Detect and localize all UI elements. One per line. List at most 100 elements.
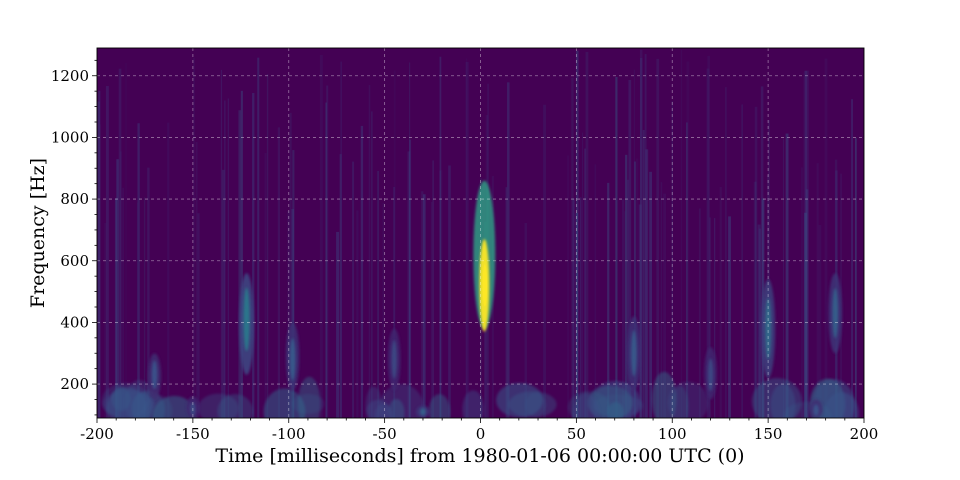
noise-streak: [118, 68, 122, 418]
noise-streak: [753, 181, 757, 418]
noise-streak: [615, 77, 618, 418]
noise-streak: [686, 61, 690, 418]
spectral-features: [148, 180, 843, 418]
low-freq-noise: [671, 386, 689, 418]
noise-streak: [122, 187, 124, 418]
noise-streak: [439, 170, 441, 418]
noise-streak: [238, 110, 242, 418]
noise-streak: [325, 102, 328, 418]
x-tick-label: 50: [567, 425, 586, 443]
noise-streak: [257, 57, 260, 418]
low-freq-noise: [525, 392, 546, 417]
noise-streak: [221, 169, 225, 418]
noise-streak: [220, 69, 223, 418]
noise-streak: [649, 171, 652, 418]
noise-streak: [594, 164, 597, 418]
noise-streak: [644, 54, 647, 418]
noise-streak: [660, 182, 663, 418]
noise-streak: [634, 161, 636, 418]
noise-streak: [524, 222, 528, 418]
x-tick-label: -100: [272, 425, 306, 443]
noise-streak: [382, 202, 385, 418]
low-freq-noise: [297, 376, 321, 418]
noise-streak: [642, 129, 645, 418]
noise-streak: [804, 70, 808, 418]
noise-streak: [628, 80, 632, 418]
noise-streak: [663, 193, 667, 418]
x-axis-label: Time [milliseconds] from 1980-01-06 00:0…: [215, 445, 744, 467]
x-tick-label: -200: [80, 425, 114, 443]
feature-core: [151, 360, 158, 390]
noise-streak: [505, 187, 508, 418]
noise-streak: [195, 141, 198, 418]
noise-streak: [719, 186, 722, 418]
noise-streak: [264, 152, 267, 418]
noise-streak: [292, 150, 295, 418]
feature-4: [828, 273, 843, 354]
noise-streak: [319, 54, 323, 418]
noise-streak: [755, 181, 757, 418]
feature-core: [813, 404, 819, 417]
noise-streak: [639, 49, 643, 418]
feature-2: [761, 279, 776, 378]
noise-streak: [824, 58, 828, 418]
noise-streak: [572, 198, 575, 418]
noise-streak: [340, 61, 342, 418]
noise-streak: [440, 170, 443, 418]
noise-streak: [741, 104, 743, 418]
noise-streak: [785, 133, 789, 418]
noise-streak: [287, 211, 290, 418]
noise-streak: [465, 58, 468, 418]
feature-6: [627, 316, 641, 391]
feature-core: [631, 330, 637, 377]
x-tick-label: 200: [850, 425, 879, 443]
noise-streak: [352, 161, 355, 418]
feature-peak: [482, 264, 488, 307]
noise-streak: [377, 170, 379, 418]
noise-streak: [633, 69, 635, 418]
noise-streak: [782, 138, 784, 418]
noise-streak: [579, 197, 582, 418]
low-freq-noise: [197, 393, 240, 418]
feature-10: [186, 396, 200, 418]
noise-streak: [709, 217, 711, 418]
x-tick-label: 100: [658, 425, 687, 443]
noise-streak: [193, 57, 195, 418]
low-freq-noise: [374, 404, 394, 418]
noise-streak: [289, 112, 292, 418]
noise-streak: [818, 224, 822, 418]
noise-streak: [409, 62, 411, 418]
noise-streak: [758, 228, 762, 418]
noise-streak: [714, 218, 716, 418]
noise-streak: [465, 61, 469, 418]
feature-0: [473, 180, 496, 332]
feature-core: [832, 288, 839, 339]
y-tick-label: 1200: [51, 67, 89, 85]
noise-streak: [421, 191, 424, 418]
noise-streak: [137, 202, 138, 418]
noise-streak: [277, 127, 281, 418]
low-freq-noise: [263, 388, 306, 418]
noise-streak: [622, 199, 625, 418]
noise-streak: [707, 55, 710, 418]
low-freq-noise: [770, 383, 796, 418]
noise-streak: [607, 182, 610, 418]
noise-streak: [432, 160, 434, 418]
y-tick-label: 200: [60, 375, 89, 393]
noise-streak: [114, 198, 117, 418]
noise-streak: [197, 213, 200, 418]
noise-streak: [356, 210, 359, 418]
noise-streak: [448, 165, 451, 418]
x-tick-label: -150: [176, 425, 210, 443]
feature-core: [289, 338, 296, 381]
y-tick-label: 1000: [51, 128, 89, 146]
noise-streak: [805, 189, 809, 418]
noise-streak: [291, 208, 295, 418]
x-tick-label: 0: [476, 425, 486, 443]
low-freq-noise: [607, 401, 624, 418]
noise-streak: [576, 50, 579, 418]
noise-streak: [757, 224, 761, 418]
noise-streak: [167, 122, 170, 418]
noise-streak: [624, 211, 626, 418]
